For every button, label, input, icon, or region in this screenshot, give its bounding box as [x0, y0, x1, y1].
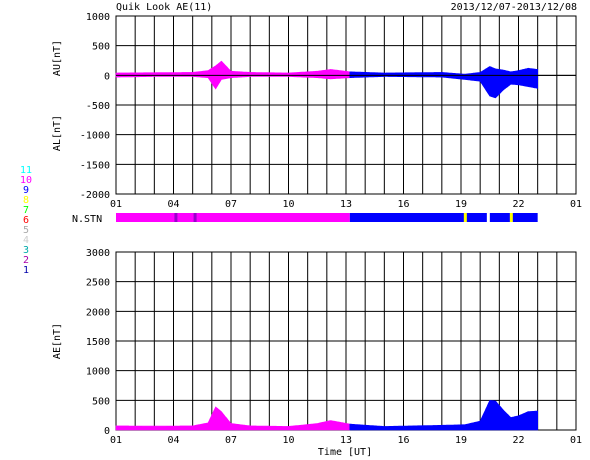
x-tick-label: 13: [340, 199, 352, 210]
legend-count-10: 10: [20, 175, 32, 186]
y-tick-label: 0: [104, 426, 110, 437]
y-tick-label: 1500: [86, 337, 110, 348]
station-bar-mark: [193, 213, 197, 222]
station-bar-mark: [486, 213, 490, 222]
x-tick-label: 01: [570, 435, 582, 446]
x-tick-label: 01: [110, 435, 122, 446]
ae-area-magenta: [115, 406, 351, 431]
legend-count-11: 11: [20, 165, 32, 176]
y-tick-label: 2500: [86, 278, 110, 289]
x-tick-label: 16: [397, 199, 409, 210]
station-bar-segment-blue: [349, 213, 538, 222]
x-tick-label: 19: [455, 199, 467, 210]
x-tick-label: 19: [455, 435, 467, 446]
legend-count-1: 1: [23, 265, 29, 276]
x-tick-label: 22: [512, 435, 524, 446]
legend-count-4: 4: [23, 235, 29, 246]
y-tick-label: 500: [92, 42, 110, 53]
al-axis-label: AL[nT]: [52, 115, 63, 151]
x-tick-label: 10: [282, 435, 294, 446]
legend-count-7: 7: [23, 205, 29, 216]
station-bar-mark: [509, 213, 513, 222]
plot-frame: [115, 15, 577, 195]
x-tick-label: 16: [397, 435, 409, 446]
date-range: 2013/12/07-2013/12/08: [451, 2, 577, 13]
au-axis-label: AU[nT]: [52, 40, 63, 76]
x-tick-label: 01: [570, 199, 582, 210]
legend-count-5: 5: [23, 225, 29, 236]
y-tick-label: -2000: [80, 190, 110, 201]
legend-count-6: 6: [23, 215, 29, 226]
station-bar-mark: [463, 213, 467, 222]
ae-axis-label: AE[nT]: [52, 323, 63, 359]
x-tick-label: 10: [282, 199, 294, 210]
y-tick-label: 2000: [86, 307, 110, 318]
y-tick-label: 500: [92, 396, 110, 407]
au-al-area-blue: [349, 66, 538, 99]
figure-title: Quik Look AE(11): [116, 2, 212, 13]
legend-count-3: 3: [23, 245, 29, 256]
x-tick-label: 22: [512, 199, 524, 210]
y-tick-label: -1000: [80, 131, 110, 142]
y-tick-label: -500: [86, 101, 110, 112]
station-bar-segment-magenta: [116, 213, 350, 222]
legend-count-2: 2: [23, 255, 29, 266]
ae-area-blue: [349, 399, 538, 431]
y-tick-label: 1000: [86, 367, 110, 378]
station-bar: [116, 213, 538, 222]
y-tick-label: 0: [104, 71, 110, 82]
x-tick-label: 07: [225, 199, 237, 210]
station-bar-label: N.STN: [72, 214, 102, 225]
x-tick-label: 13: [340, 435, 352, 446]
x-axis-label: Time [UT]: [318, 447, 372, 458]
y-tick-label: 1000: [86, 12, 110, 23]
station-bar-mark: [174, 213, 178, 222]
y-tick-label: 3000: [86, 248, 110, 259]
legend-count-8: 8: [23, 195, 29, 206]
legend-count-9: 9: [23, 185, 29, 196]
x-tick-label: 04: [167, 199, 179, 210]
x-tick-label: 04: [167, 435, 179, 446]
x-tick-label: 01: [110, 199, 122, 210]
y-tick-label: -1500: [80, 160, 110, 171]
x-tick-label: 07: [225, 435, 237, 446]
